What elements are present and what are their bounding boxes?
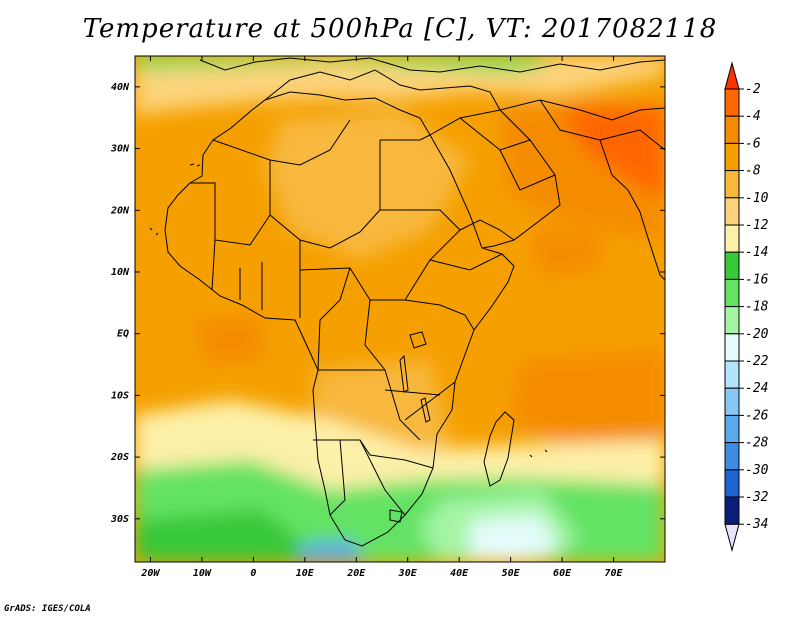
lon-tick-label: 0 (250, 568, 256, 579)
lon-tick-label: 20E (346, 568, 366, 579)
field-warm-atlantic (195, 315, 265, 365)
grads-credit: GrADS: IGES/COLA (4, 604, 91, 614)
colorbar-label: -4 (745, 109, 761, 124)
field-north-green (135, 56, 560, 72)
border-horn (459, 219, 515, 241)
colorbar-segment (724, 115, 740, 144)
colorbar-segment (724, 142, 740, 172)
border-south-2 (329, 439, 406, 516)
colorbar-segment (724, 360, 740, 389)
lon-tick-label: 60E (553, 568, 572, 579)
lon-tick-label: 50E (502, 568, 521, 579)
lat-tick-label: 30S (110, 514, 129, 525)
colorbar-label: -12 (745, 218, 769, 233)
persia-coast (499, 99, 665, 121)
colorbar-segment (724, 306, 740, 335)
lat-tick-label: 30N (110, 144, 130, 155)
border-asia-1 (539, 99, 665, 176)
border-sahara-1 (212, 119, 351, 166)
mediterranean-coast (264, 69, 501, 111)
lon-tick-label: 20W (140, 568, 160, 579)
lat-tick-label: 10N (111, 267, 130, 278)
longitude-ticks: 20W 10W 0 10E 20E 30E 40E 50E 60E 70E (140, 56, 624, 579)
colorbar-segment (724, 170, 740, 199)
latitude-ticks: 40N 30N 20N 10N EQ 10S 20S 30S (110, 82, 665, 525)
lat-tick-label: EQ (117, 329, 129, 340)
lon-tick-label: 70E (605, 568, 624, 579)
colorbar-segment (724, 442, 740, 471)
lat-tick-label: 20S (110, 452, 129, 463)
colorbar-segment (724, 88, 740, 117)
coastlines-borders (149, 57, 665, 547)
colorbar-label: -20 (745, 327, 769, 342)
colorbar-label: -22 (745, 354, 769, 369)
colorbar-segment (724, 469, 740, 498)
map-frame (134, 55, 666, 563)
lat-tick-label: 20N (110, 205, 130, 216)
map-title: Temperature at 500hPa [C], VT: 201708211… (82, 14, 718, 44)
field-warm-indian (510, 350, 665, 445)
colorbar: -2 -4 -6 -8 -10 -12 -14 -16 -18 -20 -22 -24 -26 -28 -3… (724, 61, 769, 553)
border-east-1 (404, 299, 475, 331)
colorbar-label: -30 (745, 463, 769, 478)
field-central-light (265, 110, 470, 260)
lon-tick-label: 10E (296, 568, 315, 579)
border-south-3 (384, 381, 456, 421)
arabia-coast (429, 109, 561, 249)
colorbar-segment (724, 333, 740, 362)
lat-tick-label: 10S (111, 390, 129, 401)
border-west-2 (211, 239, 301, 318)
border-central-1 (299, 229, 461, 301)
lat-tick-label: 40N (111, 82, 130, 93)
border-south-1 (313, 369, 434, 469)
madagascar-coast (483, 411, 515, 487)
lake-tanganyika (399, 354, 409, 393)
temperature-field (135, 56, 665, 562)
colorbar-top-cap (724, 61, 740, 90)
colorbar-label: -28 (745, 436, 769, 451)
colorbar-label: -2 (745, 82, 761, 97)
colorbar-label: -34 (745, 517, 768, 532)
colorbar-label: -6 (745, 136, 761, 151)
colorbar-segment (724, 278, 740, 308)
field-south-blue (300, 540, 365, 562)
field-south-deepgreen (135, 510, 330, 562)
lon-tick-label: 40E (450, 568, 469, 579)
field-hot-asia (560, 105, 665, 200)
colorbar-segment (724, 414, 740, 444)
field-south-cyan (470, 515, 560, 562)
mascarene-islands (529, 449, 548, 458)
europe-coast (199, 57, 665, 73)
border-sahara-4 (380, 209, 461, 231)
border-central-2 (317, 267, 351, 371)
colorbar-segment (724, 496, 740, 525)
africa-coastline (164, 91, 515, 547)
field-warm-east-arabia (530, 230, 600, 278)
colorbar-label: -10 (745, 191, 769, 206)
lon-tick-label: 10W (193, 568, 212, 579)
border-east-2 (429, 253, 503, 271)
lake-victoria (409, 331, 427, 349)
colorbar-label: -32 (745, 490, 769, 505)
colorbar-label: -18 (745, 300, 769, 315)
colorbar-segment (724, 251, 740, 280)
colorbar-segment (724, 224, 740, 253)
colorbar-label: -16 (745, 272, 769, 287)
lesotho (389, 509, 403, 523)
india-coast (611, 174, 665, 281)
colorbar-label: -14 (745, 245, 768, 260)
lon-tick-label: 30E (398, 568, 418, 579)
border-arabia-1 (459, 117, 556, 191)
colorbar-segment (724, 387, 740, 416)
colorbar-label: -8 (745, 164, 761, 179)
colorbar-bottom-cap (724, 523, 740, 553)
canary-islands (189, 163, 201, 167)
border-sahara-3 (380, 134, 431, 141)
cape-verde (149, 227, 159, 236)
lake-malawi (420, 397, 431, 423)
colorbar-segment (724, 197, 740, 226)
colorbar-label: -24 (745, 381, 768, 396)
colorbar-label: -26 (745, 408, 769, 423)
